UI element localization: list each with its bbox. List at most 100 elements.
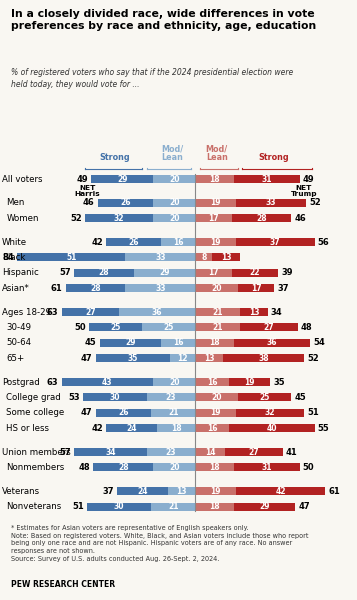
Text: Ages 18-29: Ages 18-29 — [2, 308, 51, 317]
Text: 43: 43 — [102, 377, 112, 386]
Text: 28: 28 — [90, 284, 101, 293]
Bar — [142, 323, 196, 331]
Text: 63: 63 — [47, 377, 59, 386]
Bar — [212, 253, 240, 262]
Text: 47: 47 — [298, 502, 310, 511]
Text: 18: 18 — [209, 502, 220, 511]
Bar — [196, 424, 230, 432]
Text: Women: Women — [6, 214, 39, 223]
Text: 53: 53 — [68, 393, 80, 402]
Text: 27: 27 — [263, 323, 274, 332]
Bar — [196, 284, 238, 292]
Text: 13: 13 — [221, 253, 232, 262]
Bar — [232, 214, 291, 222]
Text: All voters: All voters — [2, 175, 42, 184]
Text: 84: 84 — [2, 253, 14, 262]
Text: 36: 36 — [152, 308, 162, 317]
Bar — [196, 394, 238, 401]
Text: 19: 19 — [210, 238, 221, 247]
Bar — [225, 448, 283, 456]
Text: Mod/
Lean: Mod/ Lean — [206, 144, 228, 162]
Text: 54: 54 — [313, 338, 325, 347]
Text: Men: Men — [6, 199, 25, 208]
Text: 37: 37 — [102, 487, 114, 496]
Bar — [196, 253, 212, 262]
Text: 61: 61 — [51, 284, 63, 293]
Text: 52: 52 — [309, 199, 321, 208]
Text: 57: 57 — [60, 448, 71, 457]
Text: 63: 63 — [47, 308, 59, 317]
Bar — [147, 448, 196, 456]
Text: 18: 18 — [209, 338, 220, 347]
Bar — [240, 308, 268, 316]
Text: 8: 8 — [201, 253, 207, 262]
Text: 26: 26 — [129, 238, 139, 247]
Bar — [153, 214, 196, 222]
Text: 41: 41 — [286, 448, 298, 457]
Text: 42: 42 — [275, 487, 286, 496]
Bar — [96, 409, 151, 417]
Text: 20: 20 — [169, 199, 180, 208]
Text: 20: 20 — [169, 214, 180, 223]
Text: HS or less: HS or less — [6, 424, 49, 433]
Text: 19: 19 — [210, 199, 221, 208]
Bar — [196, 199, 236, 207]
Text: 27: 27 — [248, 448, 259, 457]
Text: 36: 36 — [267, 338, 277, 347]
Text: Asian*: Asian* — [2, 284, 30, 293]
Text: 35: 35 — [127, 354, 138, 363]
Text: 65+: 65+ — [6, 354, 25, 363]
Text: 45: 45 — [294, 393, 306, 402]
Bar — [100, 339, 161, 347]
Bar — [85, 214, 153, 222]
Text: 33: 33 — [155, 253, 166, 262]
Text: NET
Trump: NET Trump — [291, 185, 317, 197]
Bar — [223, 354, 304, 362]
Text: 22: 22 — [250, 268, 260, 277]
Text: Postgrad: Postgrad — [2, 377, 40, 386]
Text: 28: 28 — [256, 214, 267, 223]
Text: 29: 29 — [259, 502, 270, 511]
Text: 16: 16 — [207, 377, 218, 386]
Text: 29: 29 — [125, 338, 136, 347]
Text: 19: 19 — [210, 409, 221, 418]
Text: 52: 52 — [307, 354, 319, 363]
Text: Nonmembers: Nonmembers — [6, 463, 65, 472]
Text: 45: 45 — [85, 338, 97, 347]
Text: 21: 21 — [168, 409, 178, 418]
Bar — [234, 503, 295, 511]
Text: 13: 13 — [249, 308, 259, 317]
Text: 46: 46 — [83, 199, 95, 208]
Text: % of registered voters who say that if the 2024 presidential election were
held : % of registered voters who say that if t… — [11, 68, 293, 89]
Text: 17: 17 — [208, 214, 219, 223]
Text: 30: 30 — [114, 502, 124, 511]
Text: 40: 40 — [267, 424, 277, 433]
Bar — [74, 448, 147, 456]
Bar — [125, 253, 196, 262]
Bar — [196, 269, 232, 277]
Bar — [238, 394, 291, 401]
Text: Hispanic: Hispanic — [2, 268, 39, 277]
Text: 24: 24 — [126, 424, 137, 433]
Bar — [161, 339, 196, 347]
Text: 13: 13 — [176, 487, 187, 496]
Text: In a closely divided race, wide differences in vote
preferences by race and ethn: In a closely divided race, wide differen… — [11, 9, 316, 31]
Bar — [236, 409, 304, 417]
Text: 33: 33 — [155, 284, 166, 293]
Text: 16: 16 — [173, 238, 184, 247]
Bar — [236, 199, 306, 207]
Bar — [236, 238, 315, 246]
Text: PEW RESEARCH CENTER: PEW RESEARCH CENTER — [11, 580, 115, 589]
Bar — [153, 175, 196, 183]
Bar — [230, 424, 315, 432]
Bar — [87, 503, 151, 511]
Text: 19: 19 — [245, 377, 255, 386]
Text: Union members: Union members — [2, 448, 71, 457]
Bar — [62, 378, 153, 386]
Text: 18: 18 — [209, 463, 220, 472]
Text: 48: 48 — [79, 463, 90, 472]
Bar — [234, 463, 300, 472]
Text: Black: Black — [2, 253, 25, 262]
Text: 38: 38 — [258, 354, 269, 363]
Bar — [117, 487, 168, 495]
